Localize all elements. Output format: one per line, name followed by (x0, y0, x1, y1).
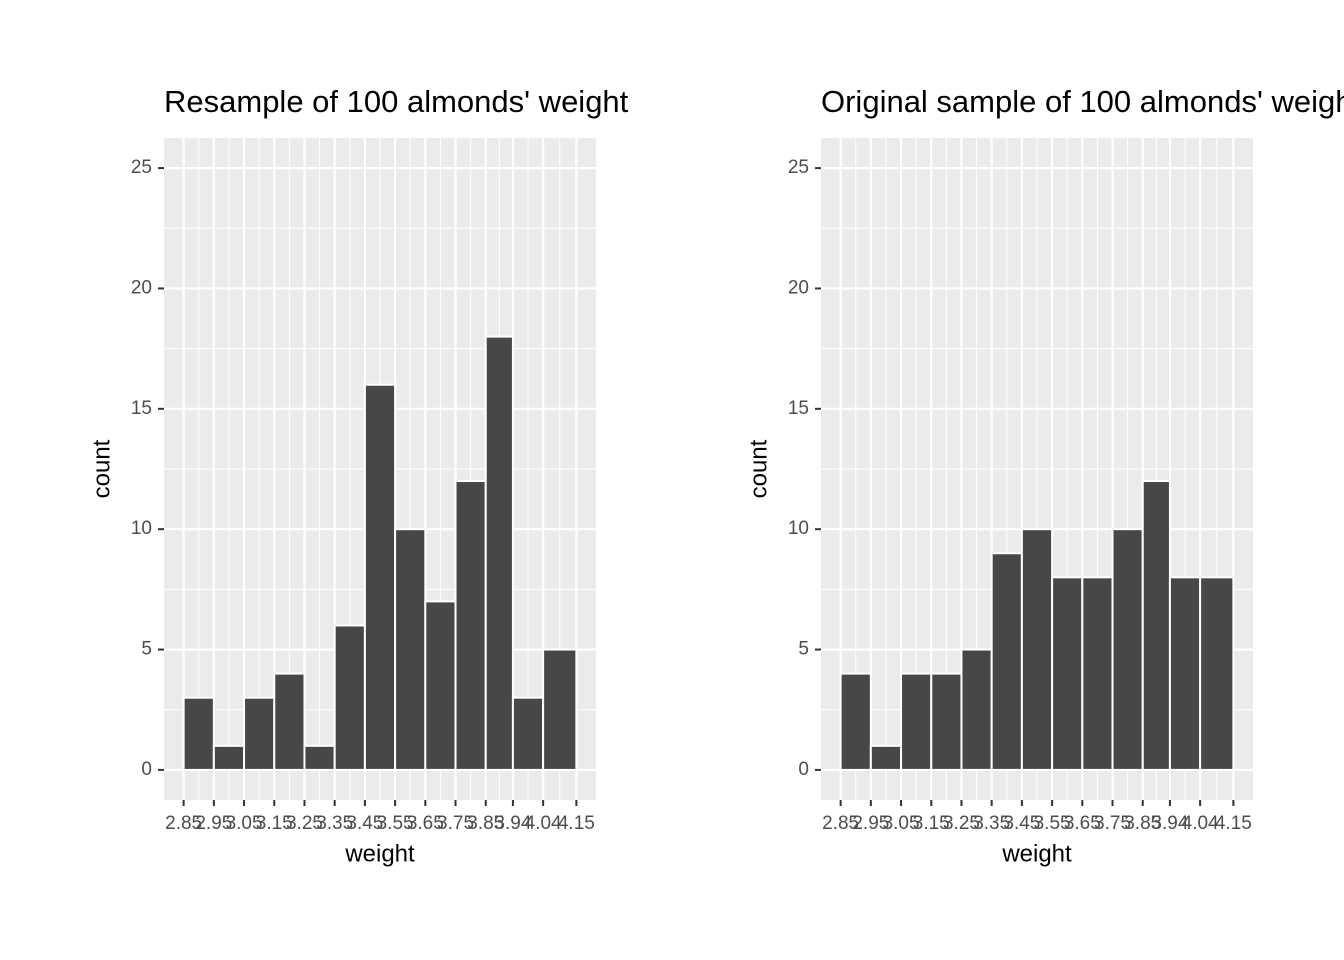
y-axis-label: count (88, 439, 115, 498)
x-tick-label: 3.75 (437, 813, 474, 834)
x-tick-label: 2.85 (822, 813, 859, 834)
bar (990, 552, 1023, 771)
x-tick-label: 3.05 (883, 813, 920, 834)
x-tick-label: 3.85 (1124, 813, 1161, 834)
x-tick-label: 3.25 (286, 813, 323, 834)
x-axis-label: weight (1001, 840, 1072, 867)
y-tick-label: 5 (141, 639, 152, 660)
chart-title: Resample of 100 almonds' weight (164, 84, 629, 119)
x-tick-label: 3.94 (1151, 813, 1188, 834)
bar (960, 648, 993, 771)
bar (182, 696, 215, 771)
x-tick-label: 4.04 (525, 813, 562, 834)
x-tick-label: 3.65 (1064, 813, 1101, 834)
x-tick-label: 3.65 (407, 813, 444, 834)
x-tick-label: 3.55 (377, 813, 414, 834)
chart-title: Original sample of 100 almonds' weight (821, 84, 1344, 119)
x-tick-label: 4.15 (558, 813, 595, 834)
bar (839, 672, 872, 771)
bar (243, 696, 276, 771)
bar (1081, 576, 1114, 771)
y-tick-label: 15 (131, 398, 152, 419)
y-tick-label: 5 (798, 639, 809, 660)
bar (1141, 480, 1171, 771)
x-tick-label: 3.45 (1003, 813, 1040, 834)
x-tick-label: 4.15 (1215, 813, 1252, 834)
y-tick-label: 20 (131, 277, 152, 298)
bar (394, 528, 427, 771)
x-tick-label: 3.05 (226, 813, 263, 834)
x-tick-label: 4.04 (1182, 813, 1219, 834)
y-tick-label: 0 (798, 759, 809, 780)
bar (1020, 528, 1054, 771)
y-axis-label: count (745, 439, 772, 498)
x-axis-label: weight (344, 840, 415, 867)
bar (1199, 576, 1235, 771)
bar (484, 335, 514, 771)
bar (511, 696, 545, 771)
bar (303, 744, 336, 771)
x-tick-label: 2.85 (165, 813, 202, 834)
bar (900, 672, 933, 771)
y-tick-label: 15 (788, 398, 809, 419)
y-tick-label: 10 (788, 518, 809, 539)
x-tick-label: 3.45 (346, 813, 383, 834)
x-tick-label: 2.95 (195, 813, 232, 834)
y-tick-label: 25 (788, 157, 809, 178)
bar (363, 383, 397, 771)
x-tick-label: 3.15 (256, 813, 293, 834)
bar (1168, 576, 1202, 771)
y-tick-label: 20 (788, 277, 809, 298)
bar (333, 624, 366, 771)
y-tick-label: 10 (131, 518, 152, 539)
x-tick-label: 3.94 (494, 813, 531, 834)
bar (212, 744, 246, 771)
x-tick-label: 3.55 (1034, 813, 1071, 834)
bar (454, 480, 487, 771)
x-tick-label: 3.35 (316, 813, 353, 834)
bar (1051, 576, 1084, 771)
bar (542, 648, 578, 771)
y-tick-label: 0 (141, 759, 152, 780)
bar (273, 672, 306, 771)
y-tick-label: 25 (131, 157, 152, 178)
bar (1111, 528, 1144, 771)
x-tick-label: 3.35 (973, 813, 1010, 834)
x-tick-label: 2.95 (852, 813, 889, 834)
x-tick-label: 3.85 (467, 813, 504, 834)
bar (930, 672, 963, 771)
x-tick-label: 3.75 (1094, 813, 1131, 834)
x-tick-label: 3.25 (943, 813, 980, 834)
bar (424, 600, 457, 771)
x-tick-label: 3.15 (913, 813, 950, 834)
bar (869, 744, 903, 771)
